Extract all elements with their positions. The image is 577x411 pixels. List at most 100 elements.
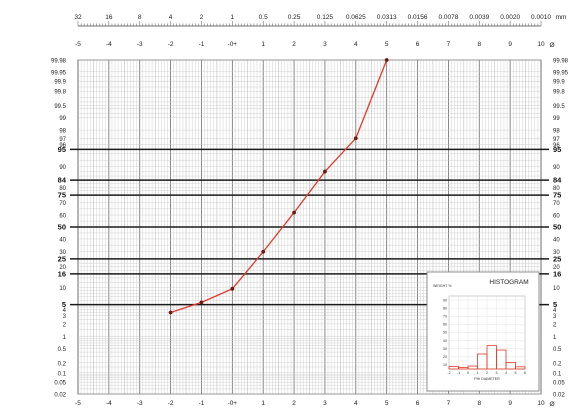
mm-tick-label: 0.125 [317,14,334,21]
y-tick-label-left: 0.05 [54,381,66,387]
data-point [292,210,296,215]
histogram-y-tick: 80 [443,306,447,310]
y-tick-label-left: 97 [59,137,66,143]
y-tick-label-right: 0.05 [553,381,565,387]
histogram-y-tick: 10 [443,363,447,367]
y-tick-label-right: 0.02 [553,393,565,399]
y-tick-label-right: 96 [553,143,560,149]
histogram-x-label: PHI DIAMETER [474,377,500,381]
phi-tick-label-top: 8 [477,41,481,48]
y-tick-label-right: 3 [553,314,557,320]
histogram-bar [515,366,526,370]
data-point [353,136,358,141]
y-tick-label-left: 2 [63,322,67,328]
phi-tick-label-bottom: 1 [261,400,265,407]
histogram-bar [496,349,507,370]
y-tick-label-right: 0.2 [553,361,562,367]
y-tick-label-right: 75 [553,191,561,200]
phi-tick-label-bottom: 6 [416,400,420,407]
y-tick-label-right: 99.98 [553,59,569,65]
y-tick-label-left: 0.02 [54,393,66,399]
data-point [384,58,389,62]
phi-tick-label-bottom: 2 [292,400,296,407]
mm-tick-label: 32 [74,14,82,21]
y-tick-label-left: 99.95 [51,70,67,76]
y-tick-label-right: 99.9 [553,80,565,86]
phi-tick-label-top: -3 [137,41,143,48]
y-tick-label-right: 5 [553,300,557,309]
mm-tick-label: 0.5 [259,14,268,21]
y-tick-label-left: 80 [59,186,66,192]
phi-axis-top-symbol: Ø [549,42,554,49]
y-tick-label-left: 99.5 [54,104,66,110]
y-tick-label-right: 99.95 [553,70,569,76]
y-tick-label-left: 98 [59,129,66,135]
mm-tick-label: 1 [231,14,235,21]
y-tick-label-right: 84 [553,176,562,185]
phi-tick-label-bottom: -5 [75,400,81,407]
y-tick-label-left: 30 [59,250,66,256]
phi-tick-label-top: -2 [168,41,174,48]
histogram-y-label: WEIGHT % [433,284,452,288]
y-tick-label-left: 99.9 [54,80,66,86]
phi-tick-label-top: 1 [261,41,265,48]
phi-tick-label-top: -1 [199,41,205,48]
y-tick-label-right: 4 [553,308,557,314]
histogram-bar [505,362,516,370]
phi-tick-label-bottom: 9 [508,400,512,407]
y-tick-label-left: 1 [63,335,67,341]
phi-tick-label-bottom: 5 [385,400,389,407]
histogram-x-tick: 5 [515,371,517,375]
y-tick-label-left: 5 [62,300,66,309]
y-tick-label-left: 3 [63,314,67,320]
y-tick-label-right: 2 [553,322,557,328]
y-tick-label-right: 30 [553,250,560,256]
mm-tick-label: 4 [169,14,173,21]
y-tick-label-right: 90 [553,165,560,171]
phi-tick-label-bottom: 7 [447,400,451,407]
data-point [323,169,327,174]
y-tick-label-left: 10 [59,286,66,292]
phi-tick-label-bottom: 10 [537,400,545,407]
histogram-y-tick: 60 [443,323,447,327]
phi-tick-label-bottom: -0+ [228,400,238,407]
y-tick-label-right: 10 [553,286,560,292]
y-tick-label-right: 95 [553,145,561,154]
y-tick-label-left: 0.1 [58,371,67,377]
phi-tick-label-top: 6 [416,41,420,48]
y-tick-label-left: 50 [58,223,66,232]
phi-tick-label-bottom: -3 [137,400,143,407]
y-tick-label-right: 50 [553,223,561,232]
histogram-x-tick: 6 [524,371,526,375]
data-series [168,58,389,315]
phi-tick-label-top: -4 [106,41,112,48]
y-tick-label-right: 99.8 [553,90,565,96]
inset-histogram: HISTOGRAM WEIGHT % 90 80 70 60 50 40 30 20 10-2 -1 0… [426,271,540,392]
mm-tick-label: 0.25 [288,14,301,21]
y-tick-label-left: 84 [58,176,67,185]
mm-tick-label: 8 [138,14,142,21]
mm-tick-label: 0.0020 [500,14,520,21]
histogram-y-tick: 70 [443,314,447,318]
y-tick-label-right: 99 [553,116,560,122]
phi-tick-label-bottom: -2 [168,400,174,407]
data-point [230,286,235,291]
phi-tick-label-top: 9 [508,41,512,48]
histogram-x-tick: 3 [496,371,498,375]
histogram-x-tick: 0 [467,371,469,375]
y-tick-label-left: 16 [58,269,66,278]
phi-tick-label-top: 3 [323,41,327,48]
y-tick-label-left: 90 [59,165,66,171]
histogram-y-tick: 50 [443,331,447,335]
phi-tick-label-top: 2 [292,41,296,48]
mm-tick-label: 0.0313 [377,14,397,21]
histogram-x-tick: -2 [447,371,450,375]
histogram-x-tick: 1 [477,371,479,375]
histogram-y-tick: 90 [443,298,447,302]
phi-axis-bottom-symbol: Ø [549,401,554,408]
phi-tick-label-top: 10 [537,41,545,48]
y-tick-label-left: 99.8 [54,90,66,96]
histogram-y-tick: 20 [443,355,447,359]
histogram-x-tick: -1 [457,371,460,375]
